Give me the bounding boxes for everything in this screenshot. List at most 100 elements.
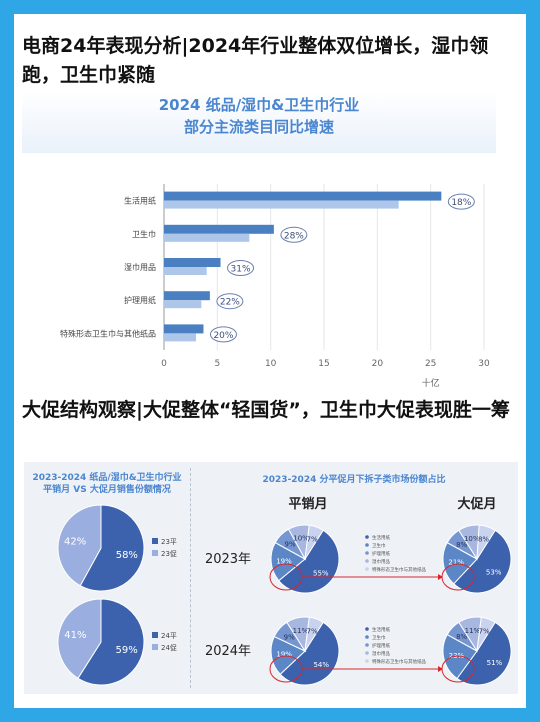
legend-dot <box>365 635 369 639</box>
x-tick-label: 5 <box>214 359 220 369</box>
pie-slice <box>57 598 102 679</box>
bar-2023 <box>164 200 399 209</box>
legend-dot <box>365 643 369 647</box>
arrow-head <box>438 666 443 672</box>
pie-value-label: 42% <box>64 537 86 548</box>
pie-slice <box>476 616 496 652</box>
pie-value-label: 10% <box>293 535 309 543</box>
panel-divider <box>190 468 191 688</box>
category-label: 湿巾用品 <box>124 262 156 272</box>
pie-value-label: 55% <box>313 569 329 577</box>
category-label: 护理用纸 <box>124 295 156 305</box>
section-heading-1: 电商24年表现分析|2024年行业整体双位增长，湿巾领跑，卫生巾紧随 <box>22 35 489 86</box>
bar-2024 <box>164 224 274 234</box>
pie-value-label: 8% <box>456 541 467 549</box>
section-heading-2: 大促结构观察|大促整体“轻国货”，卫生巾大促表现胜一筹 <box>22 399 510 421</box>
legend-label: 23促 <box>161 549 177 558</box>
left-panel-title: 2023-2024 纸品/湿巾&卫生巾行业 平销月 VS 大促月销售份额情况 <box>24 472 190 496</box>
col-header-promo: 大促月 <box>457 496 496 512</box>
pie-charts: 58% 42% 23平 23促 59% 41% 24平 24促 平销月 大促月 2023年 2024年… <box>57 496 512 686</box>
pie-value-label: 9% <box>285 540 296 548</box>
pie-value-label: 7% <box>307 535 318 543</box>
bar-2024 <box>164 258 221 267</box>
legend-label: 卫生巾 <box>372 634 386 641</box>
legend-dot <box>365 651 369 655</box>
legend-label: 生活用纸 <box>372 534 390 541</box>
bar-chart-title-line1: 2024 纸品/湿巾&卫生巾行业 <box>158 96 360 114</box>
legend-label: 护理用纸 <box>372 550 390 557</box>
legend-dot <box>365 559 369 563</box>
legend-dot <box>365 659 369 663</box>
legend-swatch <box>152 538 158 544</box>
category-label: 卫生巾 <box>132 229 156 239</box>
pie-value-label: 59% <box>115 645 137 656</box>
pie-value-label: 54% <box>313 661 329 669</box>
growth-label: 28% <box>284 231 304 241</box>
pie-value-label: 7% <box>479 627 490 635</box>
pie-value-label: 58% <box>116 550 138 561</box>
growth-badge <box>227 260 255 276</box>
bar-chart: 0 5 10 15 20 25 30 十亿 生活用纸 18% 卫生巾 28% 湿巾用品 31% 护理用纸 22… <box>60 184 490 389</box>
left-panel-title-line2: 平销月 VS 大促月销售份额情况 <box>43 485 171 495</box>
x-tick-label: 20 <box>372 359 384 369</box>
bar-2024 <box>164 191 442 201</box>
right-panel-title: 2023-2024 分平促月下拆子类市场份额占比 <box>262 475 446 485</box>
pie-slice <box>456 621 512 686</box>
pie-slice <box>304 524 324 560</box>
pie-value-label: 9% <box>284 633 295 641</box>
pie-value-label: 53% <box>486 568 502 576</box>
row-label-2023: 2023年 <box>205 552 251 567</box>
growth-label: 31% <box>231 265 251 275</box>
legend-label: 卫生巾 <box>372 542 386 549</box>
legend-dot <box>365 551 369 555</box>
bar-2024 <box>164 324 204 334</box>
category-label: 生活用纸 <box>124 196 156 206</box>
legend-label: 湿巾用品 <box>372 558 390 565</box>
left-panel-title-line1: 2023-2024 纸品/湿巾&卫生巾行业 <box>32 473 182 483</box>
pie-value-label: 19% <box>276 651 292 659</box>
row-label-2024: 2024年 <box>205 644 251 659</box>
growth-label: 18% <box>451 198 471 208</box>
growth-badge <box>447 193 475 210</box>
legend-label: 特殊形态卫生巾与其他纸品 <box>372 566 426 573</box>
bar-2023 <box>164 233 250 242</box>
legend-label: 湿巾用品 <box>372 650 390 657</box>
pie-value-label: 8% <box>478 535 489 543</box>
pie-value-label: 8% <box>456 633 467 641</box>
bar-2023 <box>164 267 207 275</box>
pie-slice <box>79 504 145 592</box>
legend-swatch <box>152 644 158 650</box>
pie-slice <box>442 541 478 585</box>
bar-chart-title-line2: 部分主流类目同比增速 <box>183 118 334 136</box>
legend-dot <box>365 535 369 539</box>
bar-chart-title: 2024 纸品/湿巾&卫生巾行业 部分主流类目同比增速 <box>22 91 496 153</box>
pie-value-label: 7% <box>307 627 318 635</box>
arrow-head <box>438 574 443 580</box>
x-tick-label: 0 <box>161 359 167 369</box>
pie-value-label: 11% <box>465 627 481 635</box>
bar-2023 <box>164 333 196 342</box>
pie-charts-panel: 2023-2024 纸品/湿巾&卫生巾行业 平销月 VS 大促月销售份额情况 2… <box>24 462 518 694</box>
bar-2024 <box>164 291 210 301</box>
legend-label: 特殊形态卫生巾与其他纸品 <box>372 658 426 665</box>
pie-slice <box>270 541 306 582</box>
pie-slice <box>57 504 102 587</box>
legend-label: 护理用纸 <box>372 642 390 649</box>
growth-label: 22% <box>220 298 240 308</box>
pie-slice <box>476 524 496 560</box>
col-header-regular: 平销月 <box>288 496 327 512</box>
pie-slice <box>270 635 306 675</box>
pie-value-label: 11% <box>293 627 309 635</box>
bar-2023 <box>164 300 202 309</box>
pie-slice <box>77 598 145 686</box>
x-tick-label: 30 <box>478 359 490 369</box>
growth-label: 20% <box>213 331 233 341</box>
x-tick-label: 10 <box>265 359 277 369</box>
legend-dot <box>365 567 369 571</box>
pie-slice <box>453 529 512 594</box>
pie-value-label: 19% <box>276 557 292 565</box>
legend-swatch <box>152 632 158 638</box>
pie-value-label: 41% <box>64 630 86 641</box>
category-label: 特殊形态卫生巾与其他纸品 <box>60 328 156 338</box>
legend-label: 24平 <box>161 632 177 640</box>
